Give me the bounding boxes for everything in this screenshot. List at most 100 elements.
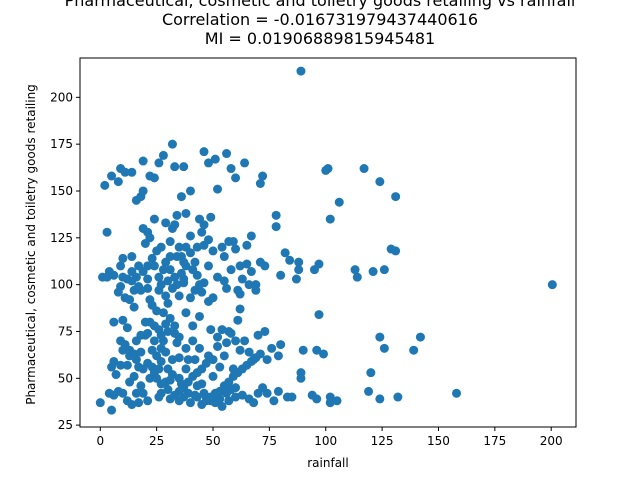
y-axis-label: Pharmaceutical, cosmetic and toiletry go… bbox=[24, 84, 38, 405]
data-point bbox=[222, 283, 232, 293]
data-point bbox=[102, 227, 112, 237]
data-points bbox=[95, 66, 557, 415]
data-point bbox=[149, 214, 159, 224]
data-point bbox=[332, 396, 342, 406]
x-tick-label: 0 bbox=[96, 434, 104, 448]
data-point bbox=[174, 332, 184, 342]
data-point bbox=[174, 242, 184, 252]
data-point bbox=[366, 368, 376, 378]
data-point bbox=[185, 293, 195, 303]
data-point bbox=[296, 66, 306, 76]
data-point bbox=[246, 267, 256, 277]
data-point bbox=[197, 287, 207, 297]
data-point bbox=[127, 276, 137, 286]
data-point bbox=[192, 368, 202, 378]
data-point bbox=[391, 192, 401, 202]
data-point bbox=[143, 396, 153, 406]
data-point bbox=[188, 321, 198, 331]
data-point bbox=[185, 231, 195, 241]
data-point bbox=[174, 353, 184, 363]
data-point bbox=[167, 355, 177, 365]
data-point bbox=[298, 345, 308, 355]
data-point bbox=[282, 392, 292, 402]
data-point bbox=[95, 398, 105, 408]
x-axis-label: rainfall bbox=[307, 456, 348, 470]
data-point bbox=[309, 265, 319, 275]
data-point bbox=[280, 248, 290, 258]
data-point bbox=[213, 341, 223, 351]
data-point bbox=[226, 164, 236, 174]
data-point bbox=[176, 192, 186, 202]
data-point bbox=[244, 347, 254, 357]
y-tick-label: 25 bbox=[58, 418, 73, 432]
data-point bbox=[131, 388, 141, 398]
data-point bbox=[242, 259, 252, 269]
data-point bbox=[393, 392, 403, 402]
data-point bbox=[271, 210, 281, 220]
data-point bbox=[237, 274, 247, 284]
data-point bbox=[294, 265, 304, 275]
y-tick-label: 125 bbox=[50, 231, 73, 245]
data-point bbox=[134, 398, 144, 408]
data-point bbox=[213, 272, 223, 282]
y-axis-ticks: 25 50 75 100 125 150 175 200 bbox=[50, 90, 80, 432]
data-point bbox=[217, 242, 227, 252]
data-point bbox=[226, 328, 236, 338]
data-point bbox=[226, 265, 236, 275]
data-point bbox=[197, 227, 207, 237]
data-point bbox=[258, 383, 268, 393]
data-point bbox=[170, 321, 180, 331]
data-point bbox=[260, 326, 270, 336]
data-point bbox=[167, 139, 177, 149]
data-point bbox=[163, 326, 173, 336]
data-point bbox=[163, 364, 173, 374]
data-point bbox=[147, 345, 157, 355]
data-point bbox=[273, 351, 283, 361]
x-axis-ticks: 0 25 50 75 100 125 150 175 200 bbox=[96, 427, 563, 448]
data-point bbox=[127, 167, 137, 177]
data-point bbox=[170, 220, 180, 230]
data-point bbox=[104, 388, 114, 398]
data-point bbox=[228, 237, 238, 247]
data-point bbox=[307, 390, 317, 400]
data-point bbox=[231, 244, 241, 254]
data-point bbox=[237, 390, 247, 400]
data-point bbox=[233, 315, 243, 325]
data-point bbox=[136, 347, 146, 357]
data-point bbox=[149, 321, 159, 331]
data-point bbox=[208, 355, 218, 365]
data-point bbox=[109, 356, 119, 366]
data-point bbox=[154, 392, 164, 402]
data-point bbox=[291, 274, 301, 284]
data-point bbox=[452, 388, 462, 398]
x-tick-label: 150 bbox=[427, 434, 450, 448]
x-tick-label: 25 bbox=[149, 434, 164, 448]
data-point bbox=[181, 343, 191, 353]
data-point bbox=[172, 210, 182, 220]
data-point bbox=[334, 197, 344, 207]
data-point bbox=[185, 248, 195, 258]
data-point bbox=[192, 381, 202, 391]
data-point bbox=[188, 336, 198, 346]
data-point bbox=[170, 162, 180, 172]
data-point bbox=[149, 261, 159, 271]
y-tick-label: 50 bbox=[58, 371, 73, 385]
data-point bbox=[122, 323, 132, 333]
data-point bbox=[134, 282, 144, 292]
data-point bbox=[149, 336, 159, 346]
data-point bbox=[206, 325, 216, 335]
data-point bbox=[183, 355, 193, 365]
data-point bbox=[122, 396, 132, 406]
data-point bbox=[213, 332, 223, 342]
data-point bbox=[192, 392, 202, 402]
data-point bbox=[359, 164, 369, 174]
data-point bbox=[156, 280, 166, 290]
data-point bbox=[325, 214, 335, 224]
data-point bbox=[181, 208, 191, 218]
data-point bbox=[219, 351, 229, 361]
data-point bbox=[156, 330, 166, 340]
y-tick-label: 175 bbox=[50, 137, 73, 151]
data-point bbox=[143, 227, 153, 237]
data-point bbox=[143, 261, 153, 271]
